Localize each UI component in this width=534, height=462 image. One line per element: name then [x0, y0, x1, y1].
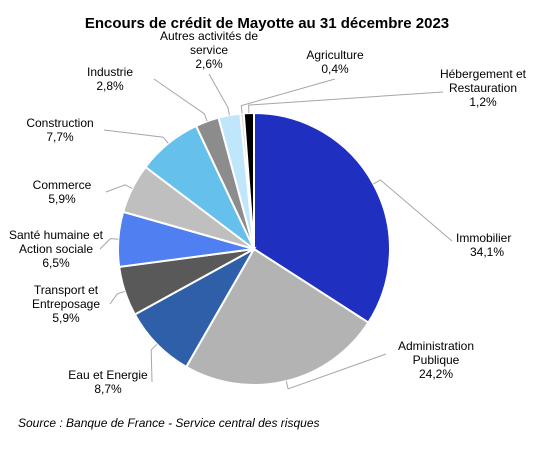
- leader-lines: [99, 73, 453, 390]
- pie-slices: [116, 111, 391, 386]
- slice-label-10: Agriculture 0,4%: [306, 48, 364, 76]
- leader-line-10: [240, 78, 336, 114]
- slice-label-2: Administration Publique 24,2%: [398, 339, 474, 381]
- leader-line-7: [103, 129, 169, 144]
- slice-labels: Immobilier 34,1% Administration Publique 24,…: [9, 29, 527, 396]
- leader-line-11: [248, 91, 444, 114]
- slice-label-7: Construction 7,7%: [26, 116, 93, 144]
- slice-label-11: Hébergement et Restauration 1,2%: [440, 67, 527, 109]
- source-note: Source : Banque de France - Service cent…: [18, 416, 320, 430]
- leader-line-1: [373, 179, 453, 242]
- leader-line-4: [109, 290, 125, 305]
- leader-line-3: [150, 343, 158, 383]
- slice-label-6: Commerce 5,9%: [33, 178, 92, 206]
- slice-label-8: Industrie 2,8%: [87, 65, 133, 93]
- slice-label-9: Autres activités de service 2,6%: [160, 29, 258, 71]
- leader-line-9: [208, 73, 230, 116]
- slice-label-5: Santé humaine et Action sociale 6,5%: [9, 228, 104, 270]
- slice-label-1: Immobilier 34,1%: [456, 231, 511, 259]
- chart-title: Encours de crédit de Mayotte au 31 décem…: [85, 15, 449, 32]
- slice-label-3: Eau et Energie 8,7%: [68, 368, 148, 396]
- slice-label-4: Transport et Entreposage 5,9%: [32, 283, 100, 325]
- leader-line-8: [153, 78, 208, 122]
- leader-line-5: [99, 238, 119, 250]
- leader-line-6: [105, 184, 133, 193]
- leader-line-2: [285, 353, 387, 390]
